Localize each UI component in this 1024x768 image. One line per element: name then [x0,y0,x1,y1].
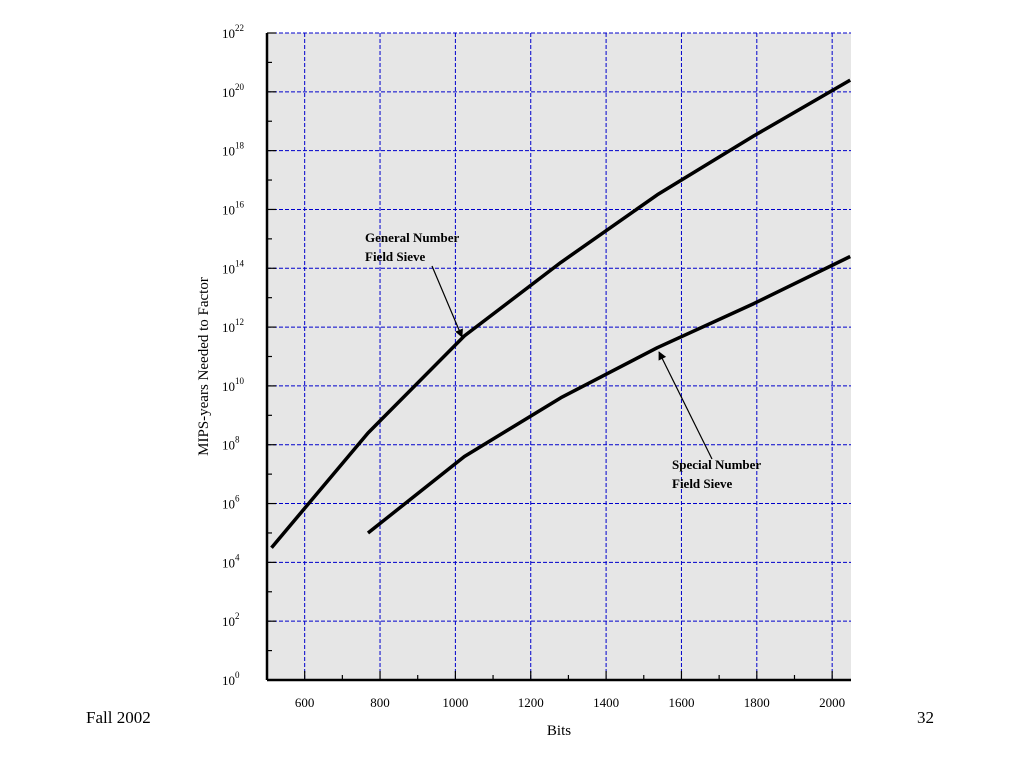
x-axis-title: Bits [547,723,571,739]
y-tick-label: 1022 [222,23,244,41]
label-special-nfs: Field Sieve [672,476,733,491]
x-tick-label: 1400 [593,695,619,710]
y-tick-label: 104 [222,552,240,570]
y-tick-label: 1010 [222,376,245,394]
y-axis-title: MIPS-years Needed to Factor [196,277,212,456]
arrow-special-nfs [658,351,713,460]
x-tick-label: 1000 [442,695,468,710]
y-tick-label: 1020 [222,82,245,100]
series-lines [270,78,852,549]
label-general-nfs: General Number [365,230,459,245]
annotations: General Number Field Sieve Special Number F… [365,230,761,491]
y-tick-label: 1012 [222,317,244,335]
arrow-general-nfs [431,265,463,338]
label-general-nfs: Field Sieve [365,249,426,264]
y-tick-label: 1016 [222,199,245,217]
x-tick-label: 2000 [819,695,845,710]
footer-date: Fall 2002 [86,708,151,727]
plot-area [267,33,851,680]
series-general-nfs [270,78,852,549]
y-tick-label: 1014 [222,258,245,276]
x-tick-label: 1200 [518,695,544,710]
y-tick-label: 102 [222,611,240,629]
axes [265,32,851,682]
x-tick-labels: 600 800 1000 1200 1400 1600 1800 2000 [295,695,845,710]
x-tick-label: 1800 [744,695,770,710]
y-tick-labels: 100 102 104 106 108 1010 1012 1014 1016 1018 1020 1… [222,23,245,688]
grid [267,32,851,681]
y-tick-label: 106 [222,494,240,512]
y-tick-label: 108 [222,435,240,453]
y-tick-label: 100 [222,670,240,688]
x-tick-label: 1600 [668,695,694,710]
x-tick-label: 800 [370,695,390,710]
series-special-nfs [366,254,851,535]
slide-number: 32 [917,708,934,727]
label-special-nfs: Special Number [672,457,761,472]
y-tick-label: 1018 [222,141,245,159]
x-tick-label: 600 [295,695,315,710]
